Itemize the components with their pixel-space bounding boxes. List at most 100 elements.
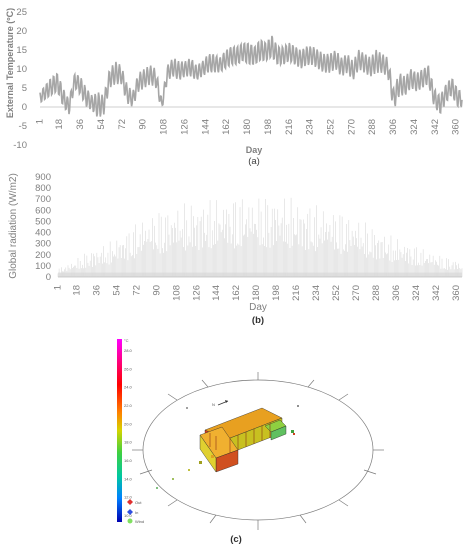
temperature-x-tick-label: 198 <box>263 119 274 135</box>
temperature-y-tick-label: 25 <box>16 7 27 18</box>
colorbar-label: 28.0 <box>124 348 133 353</box>
in-legend-icon <box>127 509 133 515</box>
colorbar-label: 20.0 <box>124 421 133 426</box>
temperature-colorbar: °C 28.0 26.0 24.0 22.0 20.0 18.0 16.0 14.0 12.0 1… <box>117 338 133 522</box>
facade-wing-west <box>199 434 217 473</box>
radiation-x-tick-label: 36 <box>91 285 102 296</box>
radiation-x-tick-label: 54 <box>111 285 122 296</box>
temperature-series <box>39 35 463 117</box>
radiation-x-tick-label: 360 <box>451 285 462 301</box>
temperature-y-tick-label: 10 <box>16 64 27 75</box>
colorbar-label: 12.0 <box>124 495 133 500</box>
radiation-y-tick-label: 400 <box>35 228 51 239</box>
radiation-x-tick-label: 306 <box>391 285 402 301</box>
radiation-x-tick-label: 144 <box>211 285 222 301</box>
temperature-x-tick-label: 162 <box>221 119 232 135</box>
colorbar-label: 26.0 <box>124 366 133 371</box>
radiation-x-tick-label: 108 <box>171 285 182 301</box>
temperature-x-tick-label: 252 <box>326 119 337 135</box>
temperature-line <box>39 35 463 117</box>
flow-legend: Out In Wind <box>127 499 144 524</box>
north-arrow-icon: N <box>212 400 229 407</box>
temperature-x-tick-label: 216 <box>284 119 295 135</box>
colorbar-label: 24.0 <box>124 385 133 390</box>
temperature-x-tick-label: 144 <box>200 119 211 135</box>
radiation-x-tick-label: 252 <box>331 285 342 301</box>
north-label: N <box>212 402 215 407</box>
temperature-x-axis-label: Day <box>246 145 263 155</box>
radiation-x-tick-label: 1 <box>53 285 64 290</box>
temperature-x-ticks: 1 18 36 54 72 90 108 126 144 162 180 198 216 234 252 27… <box>35 119 462 135</box>
temperature-y-tick-label: 0 <box>22 102 27 113</box>
colorbar-unit: °C <box>124 338 129 343</box>
temperature-x-tick-label: 360 <box>451 119 462 135</box>
sensor-marker <box>199 461 202 464</box>
sensor-marker <box>156 487 158 489</box>
temperature-x-tick-label: 18 <box>54 119 65 130</box>
sensor-marker <box>211 455 214 458</box>
radiation-x-tick-label: 162 <box>231 285 242 301</box>
temperature-x-tick-label: 288 <box>367 119 378 135</box>
building-3d-view: °C 28.0 26.0 24.0 22.0 20.0 18.0 16.0 14.0 12.0 1… <box>117 338 384 545</box>
radiation-y-tick-label: 700 <box>35 194 51 205</box>
radiation-y-tick-label: 0 <box>46 272 51 283</box>
sensor-markers <box>156 405 299 489</box>
radiation-x-tick-label: 126 <box>191 285 202 301</box>
temperature-x-tick-label: 72 <box>117 119 128 130</box>
radiation-y-tick-label: 900 <box>35 172 51 183</box>
temperature-y-tick-label: -5 <box>19 121 27 132</box>
colorbar-label: 16.0 <box>124 458 133 463</box>
ground-circle <box>142 379 374 521</box>
annex-face <box>270 425 287 441</box>
temperature-x-tick-label: 1 <box>35 119 46 124</box>
temperature-x-tick-label: 342 <box>430 119 441 135</box>
radiation-x-tick-label: 72 <box>131 285 142 296</box>
colorbar-label: 22.0 <box>124 403 133 408</box>
radiation-y-tick-label: 800 <box>35 183 51 194</box>
sensor-marker <box>297 405 299 407</box>
temperature-x-tick-label: 270 <box>346 119 357 135</box>
panel-a-caption: (a) <box>248 156 260 167</box>
colorbar-label: 14.0 <box>124 476 133 481</box>
panel-b-caption: (b) <box>252 315 264 326</box>
radiation-y-tick-label: 600 <box>35 205 51 216</box>
sensor-marker <box>172 478 174 480</box>
radiation-x-tick-label: 180 <box>251 285 262 301</box>
temperature-y-axis-label: External Temperature (ºC) <box>5 8 15 118</box>
radiation-x-tick-label: 324 <box>411 285 422 301</box>
radiation-x-tick-label: 198 <box>271 285 282 301</box>
temperature-x-tick-label: 306 <box>388 119 399 135</box>
building-model <box>199 407 287 473</box>
temperature-x-tick-label: 36 <box>75 119 86 130</box>
radiation-x-axis-label: Day <box>249 302 267 313</box>
temperature-x-tick-label: 90 <box>138 119 149 130</box>
temperature-x-tick-label: 180 <box>242 119 253 135</box>
compass-ticks <box>132 372 384 530</box>
radiation-x-tick-label: 288 <box>371 285 382 301</box>
radiation-x-tick-label: 234 <box>311 285 322 301</box>
colorbar-label: 10.0 <box>124 513 133 518</box>
temperature-y-tick-label: 20 <box>16 26 27 37</box>
temperature-y-tick-label: 5 <box>22 83 27 94</box>
wind-legend-icon <box>127 518 133 524</box>
radiation-y-axis-label: Global radiation (W/m2) <box>8 173 19 279</box>
temperature-x-tick-label: 234 <box>305 119 316 135</box>
temperature-x-tick-label: 54 <box>96 119 107 130</box>
radiation-y-tick-label: 500 <box>35 216 51 227</box>
temperature-y-tick-label: 15 <box>16 45 27 56</box>
temperature-x-tick-label: 324 <box>409 119 420 135</box>
radiation-y-tick-label: 200 <box>35 250 51 261</box>
temperature-y-ticks: 25 20 15 10 5 0 -5 -10 <box>13 7 27 151</box>
colorbar-labels: 28.0 26.0 24.0 22.0 20.0 18.0 16.0 14.0 12.0 10.0 <box>124 348 133 518</box>
legend-out-label: Out <box>135 500 142 505</box>
colorbar-gradient <box>117 339 122 522</box>
legend-in-label: In <box>135 510 138 515</box>
radiation-x-tick-label: 270 <box>351 285 362 301</box>
radiation-x-tick-label: 342 <box>431 285 442 301</box>
sensor-marker <box>188 469 190 471</box>
out-legend-icon <box>127 499 133 505</box>
temperature-x-tick-label: 126 <box>179 119 190 135</box>
